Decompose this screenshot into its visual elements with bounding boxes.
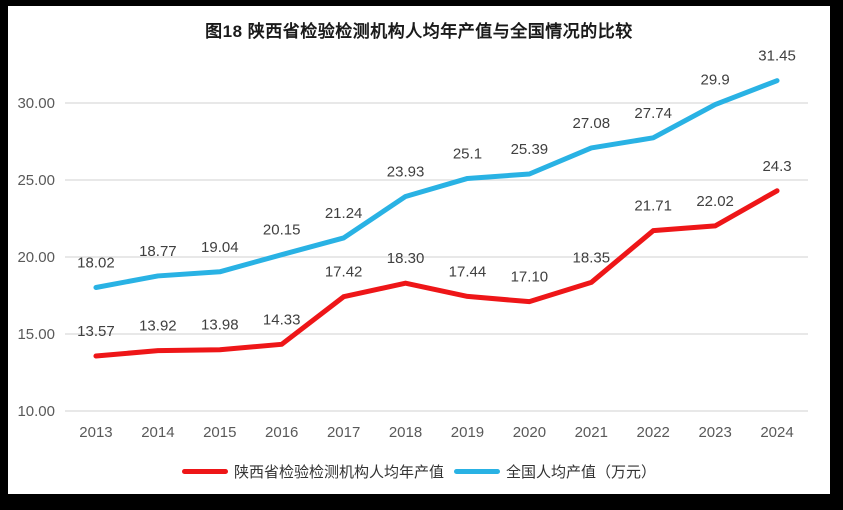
x-tick-label: 2015 [203, 424, 236, 441]
data-label: 25.1 [453, 145, 482, 162]
chart-frame: 10.00 15.00 20.00 25.00 30.00 2013 2014 2015 201… [8, 6, 830, 494]
y-tick-label: 10.00 [17, 403, 55, 420]
x-tick-label: 2016 [265, 424, 298, 441]
series-line-national [93, 78, 780, 290]
legend-swatch-national-line [454, 469, 500, 474]
legend-swatch-shaanxi-line [181, 469, 228, 474]
legend-item-national: 全国人均产值（万元） [454, 461, 656, 482]
x-tick-label: 2013 [79, 424, 112, 441]
x-tick-label: 2022 [637, 424, 670, 441]
data-label: 27.08 [573, 115, 611, 132]
x-tick-label: 2021 [575, 424, 608, 441]
legend-item-shaanxi: 陕西省检验检测机构人均年产值 [181, 461, 444, 482]
legend-label-shaanxi: 陕西省检验检测机构人均年产值 [233, 464, 444, 481]
data-label: 19.04 [201, 239, 239, 256]
data-label: 13.57 [77, 323, 115, 340]
y-tick-label: 15.00 [17, 326, 55, 343]
data-label: 21.71 [634, 198, 672, 215]
x-tick-label: 2023 [698, 424, 731, 441]
y-tick-label: 20.00 [17, 249, 55, 266]
data-label: 23.93 [387, 163, 425, 180]
data-label: 18.30 [387, 250, 425, 267]
data-label: 17.42 [325, 264, 363, 281]
data-label: 22.02 [696, 193, 734, 210]
data-label: 17.10 [511, 269, 549, 286]
data-label: 25.39 [511, 141, 549, 158]
chart-title: 图18 陕西省检验检测机构人均年产值与全国情况的比较 [205, 22, 633, 41]
data-label: 31.45 [758, 48, 796, 65]
data-label: 21.24 [325, 205, 363, 222]
legend-label-national: 全国人均产值（万元） [506, 464, 657, 481]
series-line-shaanxi [93, 188, 780, 359]
data-label: 17.44 [449, 263, 487, 280]
data-label: 27.74 [634, 105, 672, 122]
x-tick-label: 2019 [451, 424, 484, 441]
x-tick-label: 2018 [389, 424, 422, 441]
y-tick-label: 25.00 [17, 172, 55, 189]
x-tick-label: 2017 [327, 424, 360, 441]
data-label: 14.33 [263, 311, 301, 328]
data-label: 13.98 [201, 317, 239, 334]
x-tick-label: 2014 [141, 424, 174, 441]
line-chart-canvas: 10.00 15.00 20.00 25.00 30.00 2013 2014 2015 201… [17, 48, 808, 441]
data-label: 24.3 [762, 158, 791, 175]
y-tick-label: 30.00 [17, 95, 55, 112]
data-label: 13.92 [139, 318, 177, 335]
data-label: 29.9 [701, 72, 730, 89]
data-label: 18.02 [77, 254, 115, 271]
x-tick-label: 2020 [513, 424, 546, 441]
data-label: 18.35 [573, 249, 611, 266]
data-label: 18.77 [139, 243, 177, 260]
x-tick-label: 2024 [760, 424, 793, 441]
data-label: 20.15 [263, 222, 301, 239]
chart-legend: 陕西省检验检测机构人均年产值 全国人均产值（万元） [8, 461, 830, 482]
